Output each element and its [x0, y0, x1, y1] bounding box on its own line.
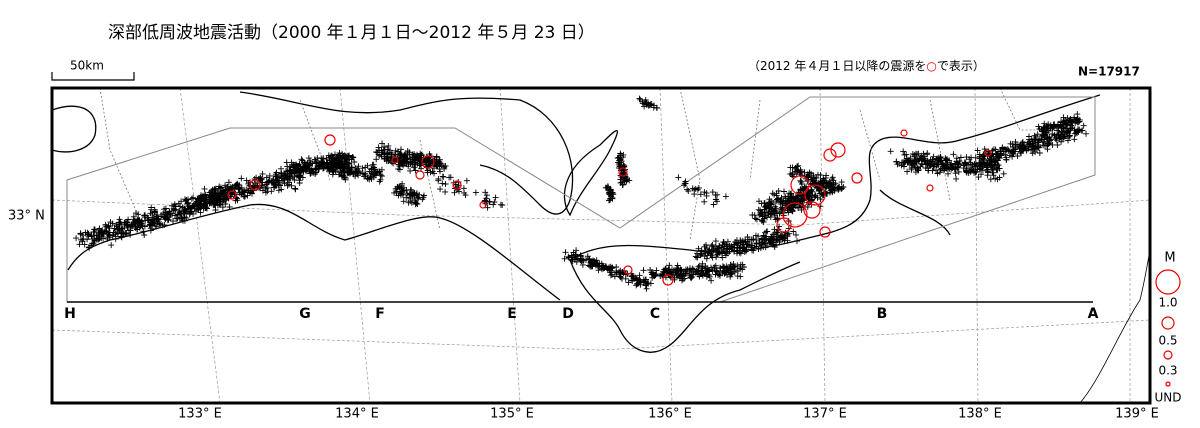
recent-epicenter — [421, 155, 435, 169]
lon-label: 139° E — [1115, 407, 1159, 422]
section-label: C — [650, 306, 660, 322]
recent-epicenter — [823, 148, 837, 162]
note-text: で表示） — [937, 59, 985, 73]
recent-epicenter — [900, 129, 908, 137]
section-label: A — [1088, 306, 1099, 322]
section-label: E — [507, 306, 517, 322]
epicenter-cluster — [391, 180, 427, 208]
recent-epicenter — [662, 274, 674, 286]
recent-epicenter — [782, 202, 808, 228]
legend-title: M — [1164, 251, 1175, 266]
epicenter-cluster — [640, 260, 747, 284]
map-area — [50, 86, 1152, 405]
lon-label: 136° E — [648, 407, 692, 422]
recent-epicenter — [324, 134, 336, 146]
recent-epicenter — [851, 172, 863, 184]
labels: 133° E 134° E 135° E 136° E 137° E 138° E 139°… — [8, 209, 1182, 422]
legend-label: 0.3 — [1158, 364, 1177, 378]
recent-epicenter — [984, 149, 992, 157]
recent-epicenter — [926, 184, 934, 192]
epicenter-cluster — [692, 223, 800, 262]
map-frame — [50, 86, 1152, 405]
scale-label: 50km — [70, 59, 104, 73]
recent-epicenter — [830, 142, 846, 158]
recent-epicenter — [776, 217, 792, 233]
lon-label: 135° E — [490, 407, 534, 422]
epicenter-cluster — [614, 150, 633, 188]
lon-label: 134° E — [335, 407, 379, 422]
epicenter-cluster — [1035, 111, 1083, 136]
section-label: G — [299, 306, 311, 322]
scale-line — [51, 72, 135, 81]
epicenter-cluster — [968, 120, 1089, 171]
lon-label: 137° E — [803, 407, 847, 422]
recent-epicenter — [623, 265, 633, 275]
epicenter-cluster — [887, 148, 1007, 183]
graticule — [51, 87, 1151, 404]
epicenter-cluster — [561, 247, 654, 292]
lon-label: 133° E — [178, 407, 222, 422]
epicenters — [73, 95, 1089, 292]
legend-symbol — [1163, 350, 1173, 360]
lon-label: 138° E — [958, 407, 1002, 422]
prefecture-border — [99, 87, 1060, 241]
recent-epicenter — [452, 180, 462, 190]
legend-symbol — [1155, 269, 1181, 295]
lat-label: 33° N — [8, 209, 45, 224]
legend-label: 1.0 — [1158, 296, 1177, 310]
section-label: B — [877, 306, 888, 322]
scale-bar: 50km — [51, 59, 135, 81]
recent-epicenter — [415, 170, 425, 180]
note-text: （2012 年４月１日以降の震源を — [748, 59, 926, 73]
section-label: H — [64, 306, 76, 322]
legend-label: UND — [1155, 391, 1182, 405]
epicenter-cluster — [314, 154, 385, 185]
epicenter-cluster — [636, 95, 660, 111]
epicenter-cluster — [435, 173, 506, 211]
recent-epicenter — [804, 184, 826, 206]
coastline — [51, 91, 1151, 404]
recent-epicenters — [227, 129, 992, 286]
note: （2012 年４月１日以降の震源を○で表示） — [748, 59, 985, 73]
recent-epicenter — [479, 201, 487, 209]
recent-epicenter — [803, 201, 821, 219]
epicenter-cluster — [675, 174, 729, 208]
epicenter-cluster — [373, 140, 449, 177]
recent-epicenter — [618, 167, 628, 177]
legend-symbol — [1165, 381, 1171, 387]
recent-epicenter — [227, 190, 237, 200]
section-label: F — [375, 306, 385, 322]
note-mark: ○ — [926, 59, 936, 73]
epicenter-cluster — [602, 183, 617, 204]
recent-epicenter — [249, 179, 261, 191]
epicenter-cluster — [787, 162, 847, 194]
section-label: D — [562, 306, 574, 322]
recent-epicenter — [819, 226, 831, 238]
legend-symbol — [1161, 316, 1175, 330]
legend-label: 0.5 — [1158, 334, 1177, 348]
title: 深部低周波地震活動（2000 年１月１日～2012 年５月 23 日） — [108, 23, 595, 43]
recent-epicenter — [790, 175, 810, 195]
recent-epicenter — [391, 156, 399, 164]
count: N=17917 — [1078, 65, 1140, 79]
